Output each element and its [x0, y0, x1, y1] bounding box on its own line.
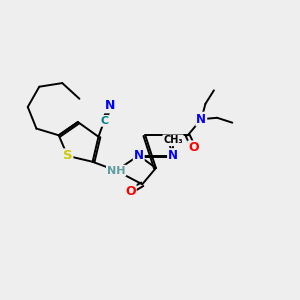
Text: N: N — [134, 149, 144, 162]
Text: C: C — [100, 116, 108, 126]
Text: N: N — [104, 99, 115, 112]
Text: O: O — [188, 141, 199, 154]
Text: CH₃: CH₃ — [163, 135, 183, 145]
Text: N: N — [196, 113, 206, 126]
Text: NH: NH — [107, 166, 125, 176]
Text: S: S — [63, 149, 72, 162]
Text: O: O — [125, 185, 136, 198]
Text: N: N — [168, 149, 178, 162]
